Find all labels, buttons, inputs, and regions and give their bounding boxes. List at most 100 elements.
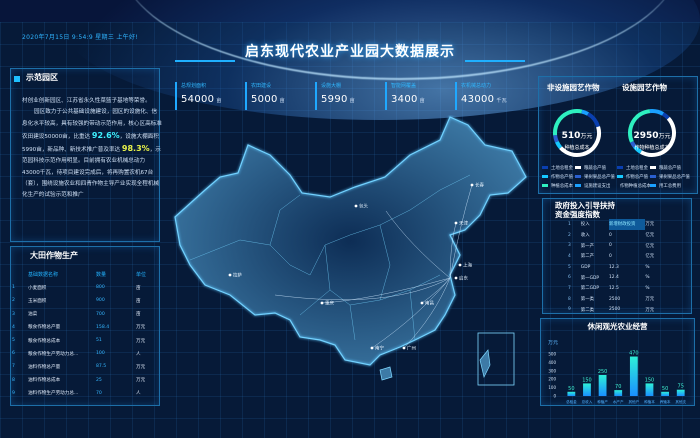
cell: % <box>645 285 650 291</box>
cell: 12.3 <box>609 264 619 270</box>
donut-value: 510 <box>561 131 581 141</box>
cell: GDP <box>580 264 591 270</box>
panel-marker-icon <box>14 76 20 82</box>
legend-item[interactable]: 设施建设支出 <box>575 181 615 190</box>
cell: 2500 <box>609 296 621 302</box>
stat-value: 5000 <box>251 94 278 105</box>
city-marker[interactable] <box>354 204 358 208</box>
legend-label: 土地总租金 <box>551 165 573 171</box>
gov-panel <box>542 198 692 314</box>
x-tick-label: 种植本 <box>644 399 655 404</box>
city-marker[interactable] <box>370 346 374 350</box>
legend-label: 设施建设支出 <box>584 183 611 189</box>
bar[interactable] <box>629 356 638 396</box>
donut-caption: 种植总成本 <box>564 145 590 151</box>
donut-segment[interactable] <box>551 107 603 159</box>
legend-item[interactable]: 果树果品总产值 <box>575 172 615 181</box>
bar[interactable] <box>676 389 685 396</box>
stat-value: 3400 <box>391 94 418 105</box>
cell-v: 25 <box>96 377 102 383</box>
stat-value: 5990 <box>321 94 348 105</box>
bar[interactable] <box>567 391 576 396</box>
city-marker[interactable] <box>320 301 324 305</box>
city-marker[interactable] <box>454 221 458 225</box>
city-marker[interactable] <box>454 276 458 280</box>
stat-card: 农机械总动力 43000 千瓦 <box>455 82 507 110</box>
donut-segment[interactable] <box>626 107 678 159</box>
bar-value-label: 50 <box>662 386 668 392</box>
table-row: 8 油料作物总成本 25 万元 <box>12 374 160 387</box>
table-row: 5 粮食作物总成本 51 万元 <box>12 334 160 347</box>
cell: % <box>645 264 650 270</box>
city-marker[interactable] <box>228 273 232 277</box>
city-label: 包头 <box>359 203 368 210</box>
y-tick-label: 500 <box>548 352 556 357</box>
legend-label: 作物总产值 <box>551 174 573 180</box>
city-marker[interactable] <box>402 346 406 350</box>
bar-value-label: 250 <box>598 369 608 375</box>
demo-park-panel <box>10 68 160 242</box>
bar[interactable] <box>661 391 669 396</box>
city-label: 重庆 <box>325 300 334 307</box>
cell: 第一类 <box>580 297 594 303</box>
donut-segment[interactable] <box>551 107 603 159</box>
legend-item[interactable]: 作物种植总成本 <box>617 181 651 190</box>
cell-n: 7 <box>12 364 15 370</box>
donut-segment[interactable] <box>626 107 678 159</box>
cell: 亿元 <box>645 233 655 239</box>
legend-item[interactable]: 粮蔬总产值 <box>575 163 615 172</box>
stat-unit: 亩 <box>279 98 285 104</box>
x-tick-label: 总租金 <box>566 399 577 404</box>
y-axis-label: 万元 <box>548 340 558 346</box>
legend-item[interactable]: 种植总成本 <box>542 181 575 190</box>
cell-name: 油料作物总产量 <box>28 364 61 370</box>
city-label: 天津 <box>459 220 468 227</box>
cell: 第二GDP <box>580 286 600 292</box>
legend-item[interactable]: 土地总租金 <box>617 163 650 172</box>
cell: 5 <box>568 264 571 270</box>
gov-title-line-1: 政府投入引导扶持 <box>555 201 615 210</box>
legend-item[interactable]: 用工总费用 <box>650 181 690 190</box>
city-marker[interactable] <box>458 263 462 267</box>
bar[interactable] <box>583 383 591 396</box>
legend-item[interactable]: 土地总租金 <box>542 163 575 172</box>
intro-text: 园区致力于公共基础设施建设，园区的设施化、信息化水平较高，具有较强的带动示范作用… <box>22 109 162 140</box>
legend-swatch <box>575 166 581 169</box>
cell: 0 <box>609 232 612 238</box>
bar[interactable] <box>645 383 654 396</box>
donut-segment[interactable] <box>551 107 603 159</box>
donut-segment[interactable] <box>626 107 678 159</box>
header-arc <box>120 0 680 80</box>
cell-v: 700 <box>96 311 105 317</box>
legend-label: 粮蔬总产值 <box>584 165 606 171</box>
cell-n: 3 <box>12 311 15 317</box>
table-row: 2 收入 0 亿元 <box>568 230 664 241</box>
city-label: 广州 <box>407 345 416 352</box>
legend-item[interactable]: 粮蔬总产值 <box>650 163 690 172</box>
table-row: 6 第一GDP 12.4% <box>568 272 664 283</box>
legend-item[interactable]: 作物总产值 <box>617 172 650 181</box>
table-row: 2 玉米面积 900 亩 <box>12 294 160 307</box>
cell: % <box>645 275 650 281</box>
stat-unit: 千瓦 <box>496 98 507 104</box>
x-tick-label: 水产产 <box>613 399 624 404</box>
page-title: 启东现代农业产业园大数据展示 <box>245 44 455 60</box>
city-marker[interactable] <box>420 301 424 305</box>
cell-v: 100 <box>96 351 105 357</box>
gov-table: 1 投入 新增财政投资 万元 2 收入 0 亿元 3 第一产 0 亿元 4 第二产 0 亿元 5 GDP 12.3%… <box>568 219 664 315</box>
cell-n: 6 <box>12 351 15 357</box>
donut-unit: 万元 <box>658 133 671 140</box>
legend-label: 果树果品总产值 <box>659 174 690 180</box>
donut-legend: 土地总租金 粮蔬总产值 作物总产值 果树果品总产值作物种植总成本 用工总费用 <box>617 163 690 190</box>
legend-item[interactable]: 果树果品总产值 <box>650 172 690 181</box>
bar-value-label: 150 <box>582 377 592 383</box>
cell: 2 <box>568 232 571 238</box>
city-marker[interactable] <box>470 183 474 187</box>
cell-name: 油料作物生产劳动力总... <box>28 391 79 397</box>
donut-value-row: 2950万元 <box>622 123 682 142</box>
bar[interactable] <box>598 375 607 396</box>
cell-name: 粮食作物生产劳动力总... <box>28 351 79 357</box>
bar[interactable] <box>614 390 623 396</box>
legend-item[interactable]: 作物总产值 <box>542 172 575 181</box>
map-outline <box>174 116 527 366</box>
